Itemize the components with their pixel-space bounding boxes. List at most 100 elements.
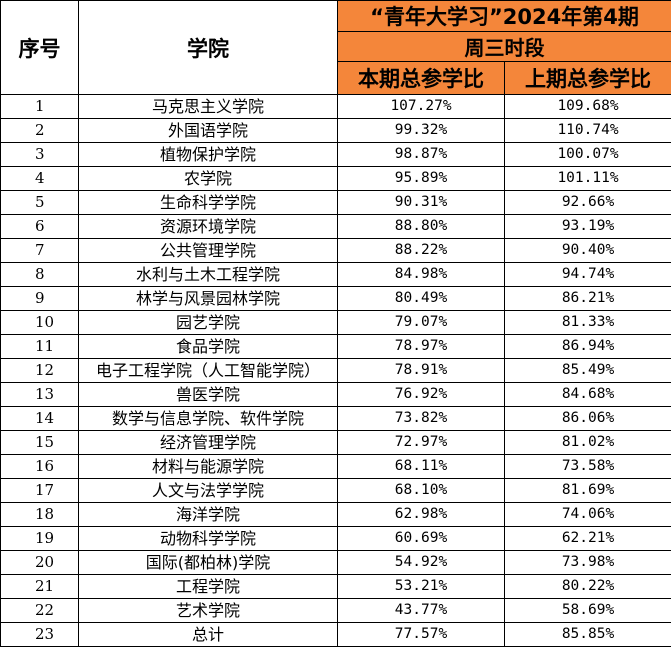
row-college: 兽医学院 [79,383,338,407]
row-previous-ratio: 81.33% [505,311,671,335]
row-index: 14 [1,407,79,431]
row-index: 1 [1,95,79,119]
row-college: 马克思主义学院 [79,95,338,119]
row-current-ratio: 99.32% [338,119,505,143]
row-previous-ratio: 62.21% [505,527,671,551]
row-current-ratio: 53.21% [338,575,505,599]
row-college: 工程学院 [79,575,338,599]
row-previous-ratio: 73.98% [505,551,671,575]
row-index: 23 [1,623,79,647]
row-index: 2 [1,119,79,143]
row-index: 7 [1,239,79,263]
row-college: 人文与法学学院 [79,479,338,503]
row-college: 材料与能源学院 [79,455,338,479]
row-college: 艺术学院 [79,599,338,623]
row-current-ratio: 88.22% [338,239,505,263]
row-previous-ratio: 58.69% [505,599,671,623]
row-college: 园艺学院 [79,311,338,335]
row-college: 水利与土木工程学院 [79,263,338,287]
row-previous-ratio: 86.06% [505,407,671,431]
row-college: 电子工程学院（人工智能学院） [79,359,338,383]
row-previous-ratio: 109.68% [505,95,671,119]
row-index: 19 [1,527,79,551]
row-previous-ratio: 101.11% [505,167,671,191]
header-previous: 上期总参学比 [505,62,671,95]
table-header: 序号 学院 “青年大学习”2024年第4期 周三时段 本期总参学比 上期总参学比 [1,1,671,95]
row-current-ratio: 62.98% [338,503,505,527]
row-previous-ratio: 73.58% [505,455,671,479]
row-previous-ratio: 85.85% [505,623,671,647]
row-current-ratio: 88.80% [338,215,505,239]
row-index: 10 [1,311,79,335]
row-current-ratio: 73.82% [338,407,505,431]
row-previous-ratio: 86.21% [505,287,671,311]
row-previous-ratio: 81.69% [505,479,671,503]
row-college: 动物科学学院 [79,527,338,551]
row-index: 4 [1,167,79,191]
row-index: 21 [1,575,79,599]
row-index: 18 [1,503,79,527]
row-current-ratio: 107.27% [338,95,505,119]
row-current-ratio: 90.31% [338,191,505,215]
row-current-ratio: 68.10% [338,479,505,503]
row-college: 植物保护学院 [79,143,338,167]
row-college: 海洋学院 [79,503,338,527]
row-index: 5 [1,191,79,215]
row-previous-ratio: 74.06% [505,503,671,527]
row-current-ratio: 54.92% [338,551,505,575]
header-college: 学院 [79,1,338,95]
row-college: 林学与风景园林学院 [79,287,338,311]
row-index: 22 [1,599,79,623]
row-current-ratio: 78.91% [338,359,505,383]
row-index: 16 [1,455,79,479]
header-period-sub: 周三时段 [338,32,671,62]
row-current-ratio: 60.69% [338,527,505,551]
row-previous-ratio: 90.40% [505,239,671,263]
row-current-ratio: 72.97% [338,431,505,455]
row-current-ratio: 77.57% [338,623,505,647]
row-index: 20 [1,551,79,575]
row-index: 8 [1,263,79,287]
row-current-ratio: 98.87% [338,143,505,167]
row-previous-ratio: 94.74% [505,263,671,287]
row-college: 数学与信息学院、软件学院 [79,407,338,431]
row-index: 11 [1,335,79,359]
row-college: 国际(都柏林)学院 [79,551,338,575]
row-college: 总计 [79,623,338,647]
row-previous-ratio: 86.94% [505,335,671,359]
row-college: 食品学院 [79,335,338,359]
row-current-ratio: 68.11% [338,455,505,479]
header-current: 本期总参学比 [338,62,505,95]
row-current-ratio: 95.89% [338,167,505,191]
row-index: 12 [1,359,79,383]
header-period-title: “青年大学习”2024年第4期 [338,1,671,32]
row-index: 6 [1,215,79,239]
row-previous-ratio: 110.74% [505,119,671,143]
row-current-ratio: 84.98% [338,263,505,287]
row-college: 生命科学学院 [79,191,338,215]
row-index: 13 [1,383,79,407]
row-previous-ratio: 84.68% [505,383,671,407]
row-current-ratio: 80.49% [338,287,505,311]
row-college: 资源环境学院 [79,215,338,239]
